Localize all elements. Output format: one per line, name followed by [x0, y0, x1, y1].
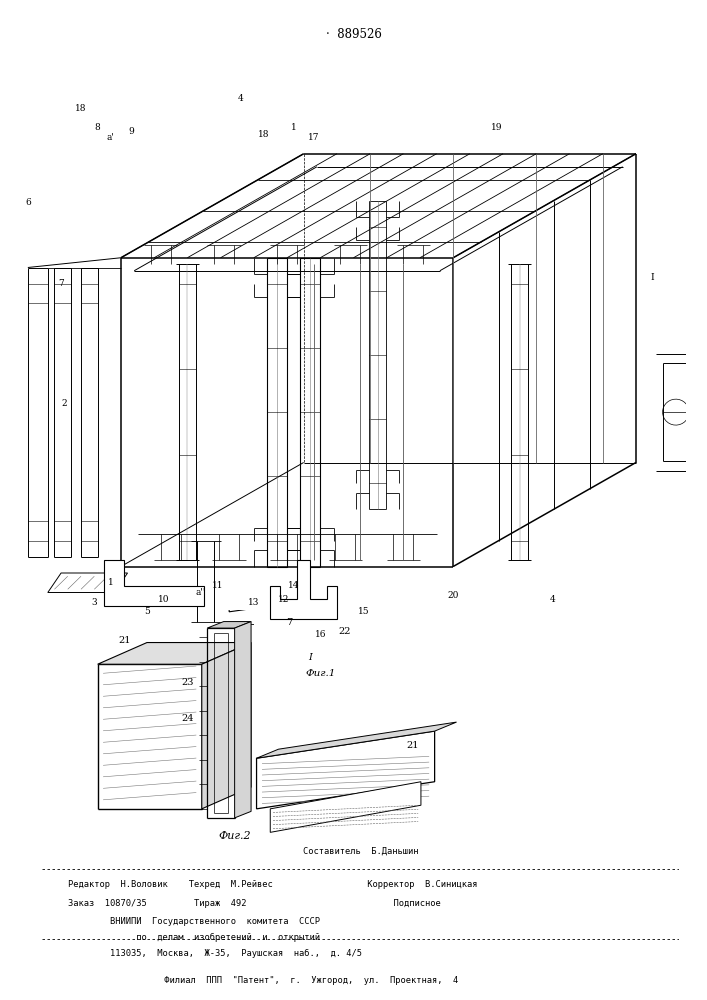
Text: 10: 10 — [158, 594, 170, 603]
Text: по  делам  изобретений  и  открытий: по делам изобретений и открытий — [68, 933, 320, 942]
Text: ·  889526: · 889526 — [325, 28, 382, 41]
Polygon shape — [229, 574, 320, 612]
Text: I: I — [650, 273, 655, 282]
Text: 16: 16 — [315, 630, 326, 639]
Text: ВНИИПИ  Государственного  комитета  СССР: ВНИИПИ Государственного комитета СССР — [68, 917, 320, 926]
Text: Редактор  Н.Воловик    Техред  М.Рейвес                  Корректор  В.Синицкая: Редактор Н.Воловик Техред М.Рейвес Корре… — [68, 880, 477, 889]
Text: 21: 21 — [407, 741, 419, 750]
Text: 1: 1 — [108, 578, 114, 587]
Text: Заказ  10870/35         Тираж  492                            Подписное: Заказ 10870/35 Тираж 492 Подписное — [68, 900, 440, 908]
Text: 5: 5 — [144, 607, 151, 616]
Text: Составитель  Б.Даньшин: Составитель Б.Даньшин — [303, 847, 419, 856]
Text: 11: 11 — [211, 582, 223, 590]
Text: 8: 8 — [95, 123, 100, 132]
Text: 17: 17 — [308, 133, 320, 142]
Text: 12: 12 — [278, 594, 289, 603]
Text: 22: 22 — [338, 627, 351, 636]
Polygon shape — [235, 622, 251, 818]
Text: 7: 7 — [58, 279, 64, 288]
Text: a': a' — [107, 133, 115, 142]
Text: a'': a'' — [195, 588, 206, 597]
Text: I: I — [308, 653, 312, 662]
Text: 4: 4 — [550, 594, 556, 603]
Polygon shape — [207, 622, 251, 628]
Polygon shape — [257, 722, 457, 758]
Polygon shape — [270, 560, 337, 618]
Text: 13: 13 — [248, 598, 259, 607]
Polygon shape — [105, 560, 204, 605]
Text: 9: 9 — [128, 126, 134, 135]
Text: 6: 6 — [25, 198, 30, 207]
Text: 18: 18 — [258, 130, 269, 139]
Polygon shape — [270, 782, 421, 832]
Text: 23: 23 — [182, 678, 194, 687]
Text: 7: 7 — [286, 618, 293, 627]
Text: 113035,  Москва,  Ж-35,  Раушская  наб.,  д. 4/5: 113035, Москва, Ж-35, Раушская наб., д. … — [68, 949, 362, 958]
Text: 15: 15 — [358, 607, 369, 616]
Polygon shape — [257, 731, 435, 809]
Text: 20: 20 — [448, 591, 459, 600]
Text: 21: 21 — [119, 636, 132, 645]
Text: 14: 14 — [288, 582, 300, 590]
Polygon shape — [98, 643, 251, 664]
Text: 1: 1 — [291, 123, 296, 132]
Text: Филиал  ППП  "Патент",  г.  Ужгород,  ул.  Проектная,  4: Филиал ППП "Патент", г. Ужгород, ул. Про… — [138, 976, 458, 985]
Polygon shape — [48, 573, 127, 592]
Text: Фиг.2: Фиг.2 — [218, 831, 251, 841]
Text: 2: 2 — [62, 399, 67, 408]
Polygon shape — [229, 574, 320, 601]
Text: 18: 18 — [75, 104, 87, 113]
Text: 24: 24 — [182, 714, 194, 723]
Text: 3: 3 — [91, 598, 97, 607]
Text: 19: 19 — [491, 123, 502, 132]
Polygon shape — [201, 643, 251, 809]
Text: Фиг.1: Фиг.1 — [305, 669, 335, 678]
Text: 4: 4 — [238, 94, 243, 103]
